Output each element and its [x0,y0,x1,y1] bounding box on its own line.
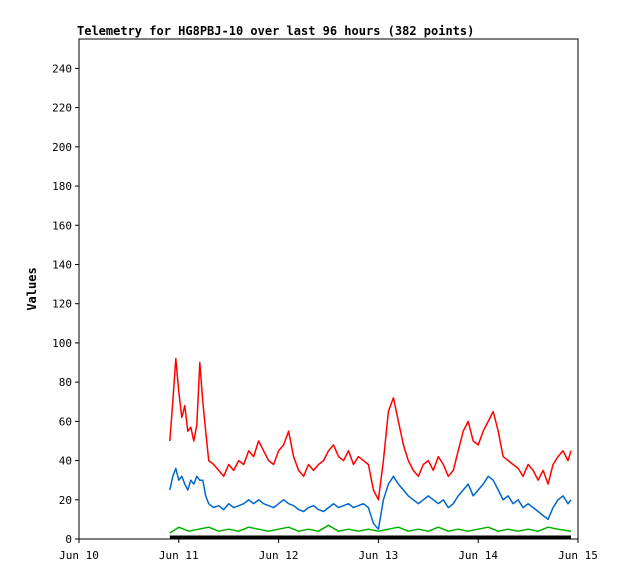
x-tick-label: Jun 13 [359,549,399,562]
x-tick-label: Jun 10 [59,549,99,562]
y-tick-label: 100 [52,337,72,350]
y-tick-label: 240 [52,62,72,75]
y-tick-label: 40 [59,455,72,468]
y-tick-label: 60 [59,415,72,428]
y-tick-label: 80 [59,376,72,389]
x-tick-label: Jun 12 [259,549,299,562]
y-tick-label: 120 [52,298,72,311]
x-axis: Jun 10 Jun 11 Jun 12 Jun 13 Jun 14 Jun 15 [59,539,598,562]
blue-series-line [169,467,572,530]
y-tick-label: 180 [52,180,72,193]
plot-frame [78,38,579,540]
x-tick-label: Jun 11 [159,549,199,562]
y-axis-label: Values [25,267,39,310]
y-tick-label: 200 [52,141,72,154]
red-series-line [169,357,572,501]
y-axis: 0 20 40 60 80 100 120 140 160 180 200 220 240 [52,62,79,546]
series-layer [169,357,572,539]
green-series-line [169,524,572,534]
y-tick-label: 140 [52,258,72,271]
x-tick-label: Jun 14 [458,549,498,562]
x-tick-label: Jun 15 [558,549,598,562]
y-tick-label: 220 [52,102,72,115]
y-tick-label: 160 [52,219,72,232]
y-tick-label: 20 [59,494,72,507]
chart-title: Telemetry for HG8PBJ-10 over last 96 hou… [77,24,474,38]
y-tick-label: 0 [65,533,72,546]
